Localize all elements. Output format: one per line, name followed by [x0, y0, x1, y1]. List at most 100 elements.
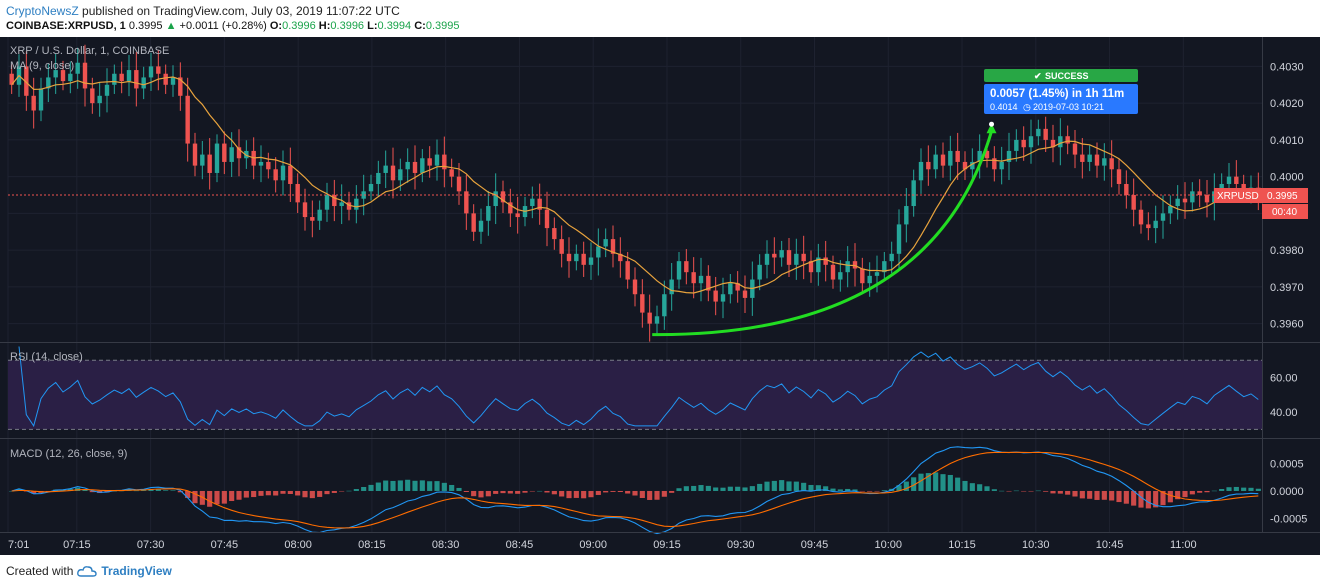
candle-body	[1219, 183, 1224, 192]
macd-histogram-bar	[507, 490, 513, 494]
macd-histogram-bar	[808, 484, 814, 491]
macd-histogram-bar	[185, 490, 191, 498]
macd-histogram-bar	[1043, 490, 1049, 492]
candle-body	[1131, 195, 1136, 210]
macd-histogram-bar	[793, 481, 799, 491]
candle-body	[112, 73, 117, 85]
candle-body	[46, 77, 51, 89]
macd-histogram-bar	[273, 490, 279, 496]
macd-histogram-bar	[309, 490, 315, 499]
macd-histogram-bar	[1189, 490, 1195, 495]
macd-histogram-bar	[647, 490, 653, 500]
price-tick-label: 0.4030	[1270, 61, 1304, 73]
candle-body	[1190, 191, 1195, 203]
candle-body	[684, 261, 689, 273]
author-link[interactable]: CryptoNewsZ	[6, 4, 79, 18]
macd-histogram-bar	[771, 480, 777, 491]
macd-histogram-bar	[375, 482, 381, 491]
candle-body	[618, 253, 623, 262]
macd-histogram-bar	[1035, 490, 1041, 492]
macd-histogram-bar	[749, 486, 755, 491]
rsi-band	[8, 360, 1262, 430]
candle-body	[860, 268, 865, 284]
macd-histogram-bar	[405, 479, 411, 491]
candle-body	[104, 84, 110, 96]
candle-body	[317, 209, 322, 221]
macd-histogram-bar	[361, 486, 367, 491]
rsi-tick-label: 40.00	[1270, 407, 1298, 419]
success-badge	[984, 69, 1138, 82]
candle-body	[126, 70, 132, 82]
macd-histogram-bar	[192, 490, 198, 504]
macd-histogram-bar	[911, 477, 917, 491]
macd-histogram-bar	[1167, 490, 1173, 503]
candle-body	[442, 154, 447, 170]
macd-histogram-bar	[632, 490, 638, 496]
candle-body	[867, 275, 872, 284]
candle-body	[632, 279, 638, 295]
macd-histogram-bar	[735, 486, 741, 491]
price-tag-value: 0.3995	[1267, 191, 1298, 202]
candle-body	[830, 264, 836, 280]
candle-body	[97, 95, 102, 104]
macd-histogram-bar	[903, 481, 909, 491]
macd-histogram-bar	[918, 473, 924, 491]
macd-histogram-bar	[625, 490, 631, 494]
candle-body	[955, 150, 960, 162]
countdown: 00:40	[1272, 207, 1297, 218]
trading-chart[interactable]: 0.40300.40200.40100.40000.39900.39800.39…	[0, 37, 1320, 555]
symbol-header: COINBASE:XRPUSD, 1 0.3995 ▲ +0.0011 (+0.…	[6, 20, 460, 32]
candle-body	[1058, 136, 1063, 148]
candle-body	[90, 88, 95, 104]
macd-histogram-bar	[500, 490, 506, 494]
candle-body	[962, 161, 968, 170]
time-tick-label: 08:30	[432, 539, 460, 551]
candle-body	[214, 143, 220, 173]
candle-body	[1160, 213, 1166, 221]
macd-histogram-bar	[1057, 490, 1063, 494]
candle-body	[53, 70, 58, 78]
open-value: 0.3996	[282, 20, 316, 32]
macd-histogram-bar	[390, 480, 396, 491]
macd-signal-line	[11, 451, 1259, 529]
candle-body	[185, 95, 190, 144]
tradingview-brand[interactable]: TradingView	[101, 564, 172, 578]
candle-body	[302, 202, 308, 218]
macd-histogram-bar	[111, 490, 117, 492]
candle-body	[537, 198, 542, 210]
candle-body	[31, 95, 36, 111]
footer: Created with TradingView	[6, 564, 172, 578]
candle-body	[1204, 195, 1210, 203]
candle-body	[222, 143, 227, 162]
macd-tick-label: -0.0005	[1270, 513, 1307, 525]
macd-histogram-bar	[588, 490, 594, 498]
macd-histogram-bar	[1153, 490, 1159, 508]
macd-histogram-bar	[947, 474, 953, 491]
macd-histogram-bar	[984, 486, 990, 491]
candle-body	[676, 261, 682, 280]
macd-histogram-bar	[478, 490, 484, 498]
info-summary: 0.0057 (1.45%) in 1h 11m	[990, 88, 1124, 100]
macd-histogram-bar	[1021, 490, 1027, 492]
low-label: L:	[367, 20, 378, 32]
publish-header: CryptoNewsZ published on TradingView.com…	[6, 4, 400, 18]
rsi-line	[18, 346, 1259, 428]
candle-body	[1036, 128, 1041, 137]
candle-body	[236, 147, 242, 159]
candle-body	[412, 161, 418, 173]
macd-histogram-bar	[940, 474, 946, 491]
candle-body	[60, 70, 66, 82]
macd-tick-label: 0.0000	[1270, 486, 1304, 498]
candle-body	[500, 191, 506, 203]
macd-histogram-bar	[346, 490, 352, 492]
macd-histogram-bar	[544, 490, 550, 493]
tradingview-cloud-icon	[77, 566, 98, 577]
candle-body	[662, 294, 667, 317]
macd-histogram-bar	[23, 490, 29, 492]
candle-body	[654, 316, 660, 324]
candle-body	[823, 257, 828, 265]
macd-histogram-bar	[720, 487, 726, 491]
macd-histogram-bar	[977, 484, 983, 491]
macd-histogram-bar	[82, 489, 88, 491]
time-tick-label: 10:15	[948, 539, 976, 551]
